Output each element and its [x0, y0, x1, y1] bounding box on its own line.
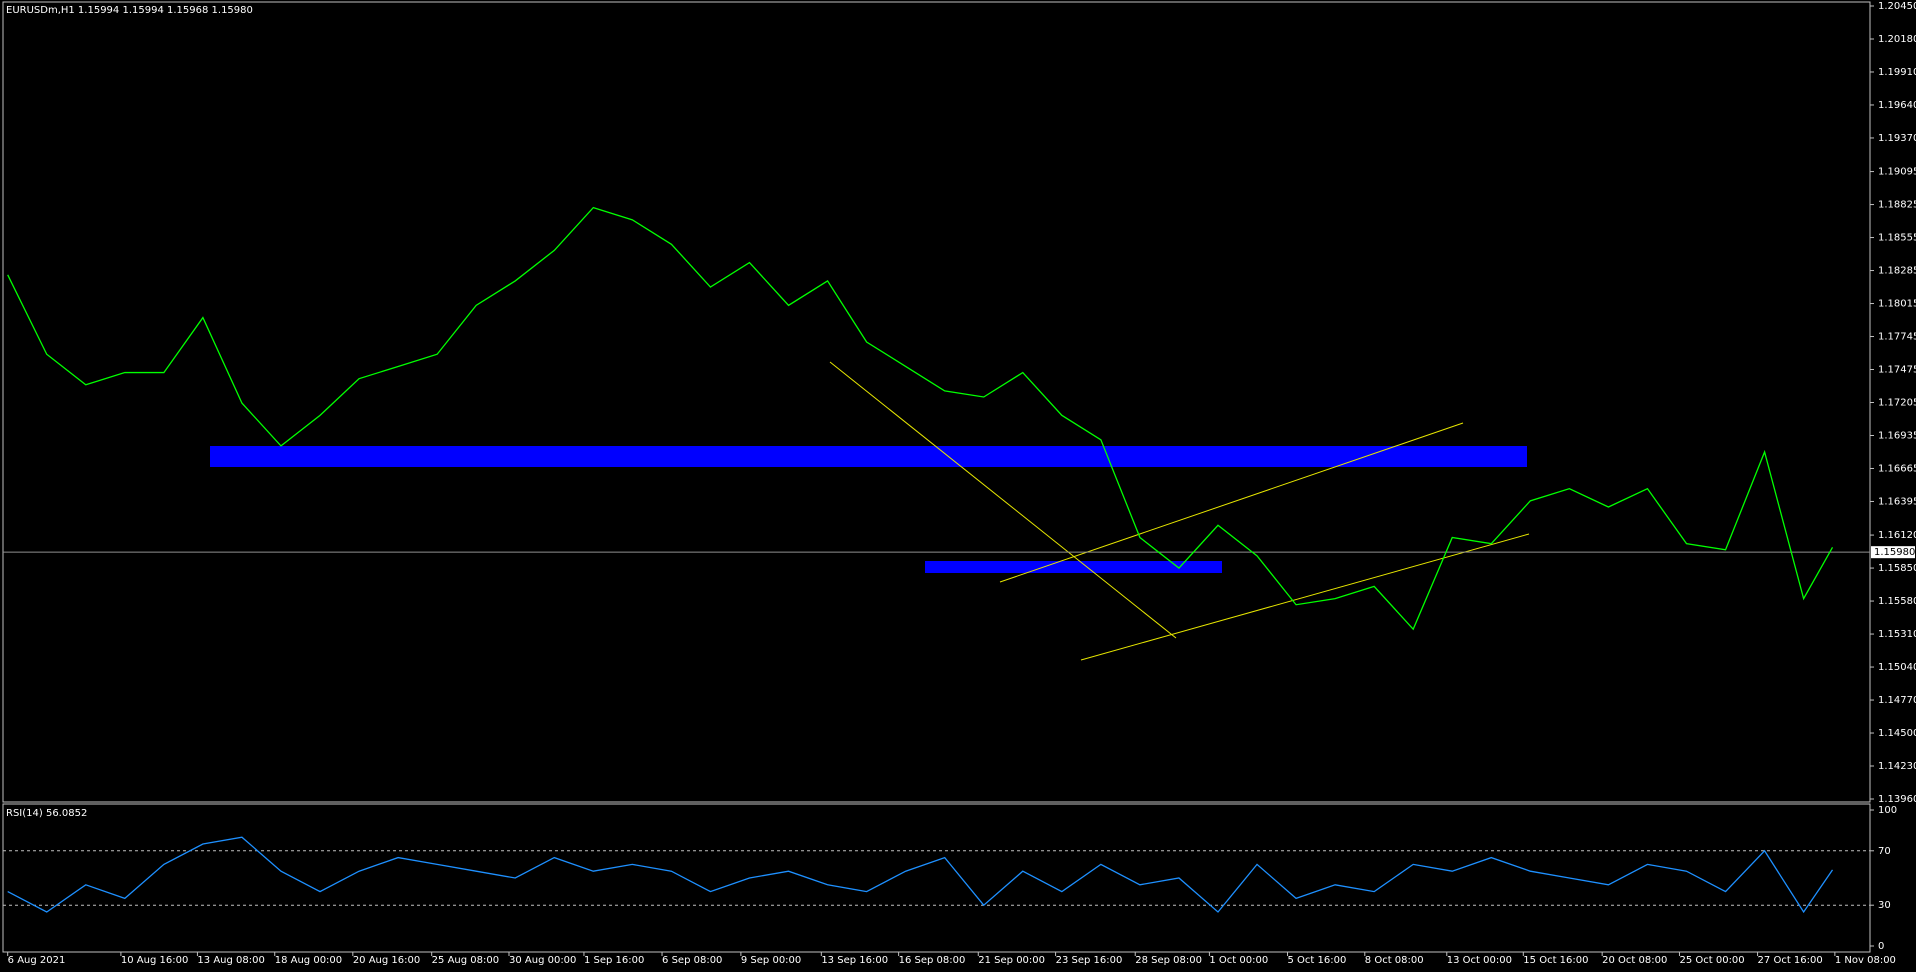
x-tick-label: 20 Aug 16:00	[353, 955, 420, 966]
x-tick-label: 16 Sep 08:00	[899, 955, 966, 966]
y-tick-label: 1.16120	[1878, 530, 1916, 541]
y-tick-label: 1.18285	[1878, 266, 1916, 277]
trend-line	[1080, 533, 1530, 661]
x-tick-label: 5 Oct 16:00	[1287, 955, 1346, 966]
price-tag	[1871, 546, 1915, 559]
support-zone	[210, 446, 1527, 467]
y-tick-label: 1.17745	[1878, 332, 1916, 343]
y-tick-label: 1.20450	[1878, 1, 1916, 12]
y-tick-label: 1.18825	[1878, 200, 1916, 211]
x-tick-label: 1 Sep 16:00	[584, 955, 644, 966]
x-tick-label: 6 Aug 2021	[8, 955, 66, 966]
x-tick-label: 1 Nov 08:00	[1835, 955, 1896, 966]
x-tick-label: 8 Oct 08:00	[1365, 955, 1424, 966]
rsi-title: RSI(14) 56.0852	[6, 808, 87, 819]
y-tick-label: 1.15040	[1878, 662, 1916, 673]
x-tick-label: 6 Sep 08:00	[662, 955, 722, 966]
y-tick-label: 1.16395	[1878, 496, 1916, 507]
y-tick-label: 1.15580	[1878, 596, 1916, 607]
trend-line	[829, 361, 1177, 639]
y-tick-label: 1.14230	[1878, 761, 1916, 772]
y-tick-label: 1.19370	[1878, 133, 1916, 144]
y-tick-label: 70	[1878, 846, 1891, 857]
series-line	[7, 206, 1834, 631]
trend-line	[999, 422, 1464, 583]
x-tick-label: 23 Sep 16:00	[1056, 955, 1123, 966]
x-tick-label: 28 Sep 08:00	[1135, 955, 1202, 966]
rsi-panel-frame	[2, 803, 1871, 953]
y-tick-label: 1.17475	[1878, 365, 1916, 376]
x-tick-label: 18 Aug 00:00	[275, 955, 342, 966]
x-tick-label: 10 Aug 16:00	[121, 955, 188, 966]
y-tick-label: 1.17205	[1878, 398, 1916, 409]
x-tick-label: 25 Aug 08:00	[432, 955, 499, 966]
x-tick-label: 30 Aug 00:00	[509, 955, 576, 966]
y-tick-label: 1.19910	[1878, 67, 1916, 78]
y-tick-label: 1.15310	[1878, 629, 1916, 640]
y-tick-label: 1.14500	[1878, 728, 1916, 739]
x-tick-label: 21 Sep 00:00	[978, 955, 1045, 966]
y-tick-label: 1.18555	[1878, 233, 1916, 244]
support-zone	[925, 561, 1222, 573]
x-tick-label: 13 Aug 08:00	[197, 955, 264, 966]
y-tick-label: 1.16935	[1878, 430, 1916, 441]
y-tick-label: 1.19095	[1878, 167, 1916, 178]
x-tick-label: 1 Oct 00:00	[1209, 955, 1268, 966]
y-tick-label: 0	[1878, 941, 1884, 952]
y-tick-label: 1.13960	[1878, 794, 1916, 805]
series-line	[7, 836, 1834, 914]
chart-title: EURUSDm,H1 1.15994 1.15994 1.15968 1.159…	[6, 5, 253, 16]
y-tick-label: 1.16665	[1878, 463, 1916, 474]
y-tick-label: 1.19640	[1878, 100, 1916, 111]
x-tick-label: 15 Oct 16:00	[1523, 955, 1588, 966]
y-tick-label: 1.18015	[1878, 299, 1916, 310]
x-tick-label: 9 Sep 00:00	[741, 955, 801, 966]
x-tick-label: 20 Oct 08:00	[1602, 955, 1667, 966]
y-tick-label: 30	[1878, 900, 1891, 911]
x-tick-label: 13 Oct 00:00	[1447, 955, 1512, 966]
y-tick-label: 1.14770	[1878, 695, 1916, 706]
y-tick-label: 1.20180	[1878, 34, 1916, 45]
x-tick-label: 13 Sep 16:00	[821, 955, 888, 966]
x-tick-label: 25 Oct 00:00	[1679, 955, 1744, 966]
y-tick-label: 100	[1878, 805, 1897, 816]
x-tick-label: 27 Oct 16:00	[1758, 955, 1823, 966]
price-tag-label: 1.15980	[1874, 547, 1915, 558]
y-tick-label: 1.15850	[1878, 563, 1916, 574]
